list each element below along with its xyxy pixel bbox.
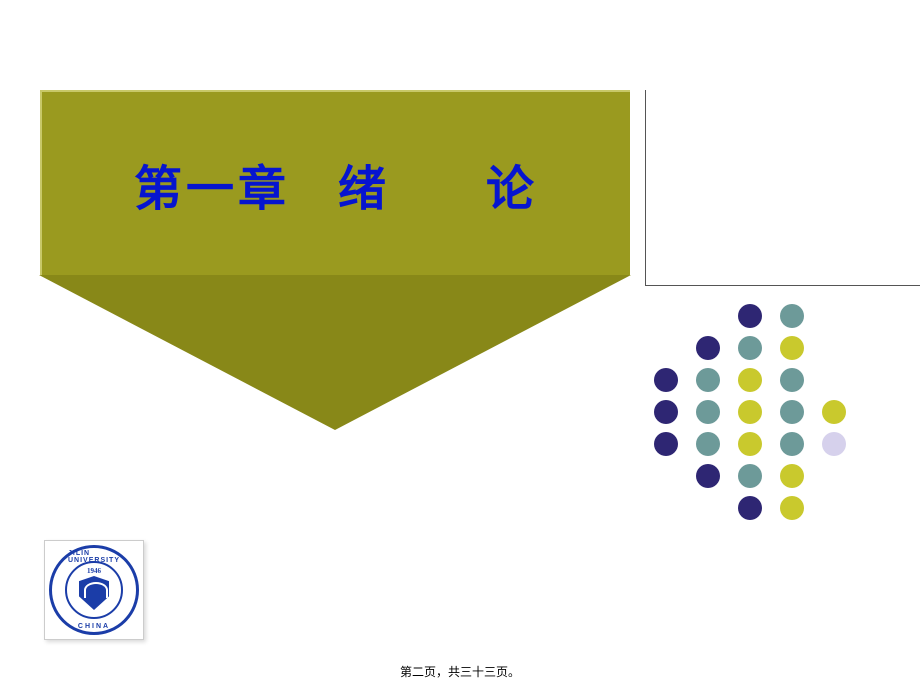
decorative-dot: [738, 304, 762, 328]
banner-3d-fold: [39, 275, 631, 430]
title-banner: 第一章 绪 论: [40, 90, 630, 430]
decorative-dot: [696, 432, 720, 456]
decorative-dot: [780, 368, 804, 392]
dot-spacer: [654, 304, 678, 328]
decorative-dot: [738, 336, 762, 360]
page-indicator: 第二页，共三十三页。: [400, 663, 520, 680]
decorative-dot: [822, 432, 846, 456]
chapter-title: 第一章 绪 论: [134, 149, 538, 219]
dot-spacer: [696, 304, 720, 328]
divider-horizontal: [645, 285, 920, 286]
dot-spacer: [822, 496, 846, 520]
decorative-dot: [738, 496, 762, 520]
decorative-dot: [738, 400, 762, 424]
dot-spacer: [696, 496, 720, 520]
decorative-dot: [654, 368, 678, 392]
logo-outer-ring: JILIN UNIVERSITY 1946 CHINA: [49, 545, 139, 635]
dot-spacer: [822, 464, 846, 488]
decorative-dot: [654, 400, 678, 424]
decorative-dot: [780, 432, 804, 456]
dot-spacer: [822, 304, 846, 328]
logo-country: CHINA: [78, 623, 110, 630]
decorative-dot: [696, 368, 720, 392]
banner-rect: 第一章 绪 论: [40, 90, 630, 275]
dot-spacer: [654, 336, 678, 360]
decorative-dot: [780, 336, 804, 360]
university-logo: JILIN UNIVERSITY 1946 CHINA: [44, 540, 144, 640]
dot-spacer: [822, 368, 846, 392]
decorative-dot: [738, 368, 762, 392]
dot-spacer: [654, 464, 678, 488]
dot-spacer: [822, 336, 846, 360]
decorative-dot: [738, 432, 762, 456]
decorative-dot: [696, 400, 720, 424]
dot-spacer: [654, 496, 678, 520]
logo-shield-icon: [79, 576, 109, 610]
decorative-dots-grid: [645, 300, 855, 524]
logo-year: 1946: [87, 567, 101, 575]
decorative-dot: [780, 464, 804, 488]
decorative-dot: [780, 304, 804, 328]
decorative-dot: [780, 496, 804, 520]
divider-vertical: [645, 90, 646, 285]
decorative-dot: [822, 400, 846, 424]
decorative-dot: [696, 336, 720, 360]
logo-inner-circle: 1946: [65, 561, 123, 619]
decorative-dot: [738, 464, 762, 488]
decorative-dot: [696, 464, 720, 488]
decorative-dot: [654, 432, 678, 456]
decorative-dot: [780, 400, 804, 424]
